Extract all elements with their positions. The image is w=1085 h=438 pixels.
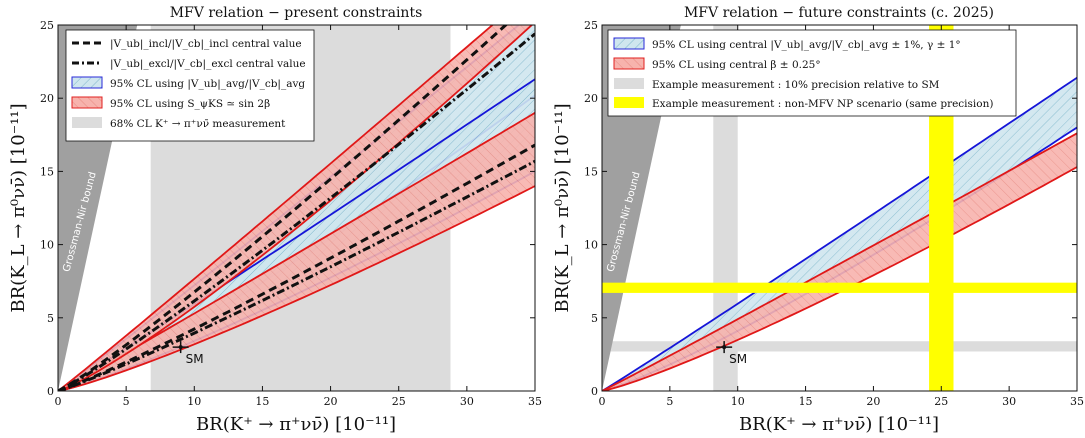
legend-entry-sin2beta: 95% CL using S_ψKS ≃ sin 2β (110, 98, 270, 110)
y-tick-label: 20 (584, 92, 598, 105)
x-tick-label: 5 (123, 395, 130, 408)
x-tick-label: 25 (392, 395, 406, 408)
incl-central-line (58, 25, 508, 391)
legend-yellow-swatch (614, 97, 644, 108)
axis-ticks: 0 5 10 15 20 25 30 35 0 5 10 15 20 25 (584, 19, 1084, 408)
y-tick-label: 0 (47, 385, 54, 398)
legend-entry-incl: |V_ub|_incl/|V_cb|_incl central value (110, 38, 302, 51)
plot-frame (601, 24, 1078, 392)
y-tick-label: 5 (47, 312, 54, 325)
y-tick-label: 25 (40, 19, 54, 32)
legend-entry-vub-vcb: 95% CL using central |V_ub|_avg/|V_cb|_a… (652, 39, 961, 52)
legend-red-swatch (613, 57, 645, 70)
x-axis-label: BR(K⁺ → π⁺νν̄) [10⁻¹¹] (739, 414, 939, 435)
x-tick-label: 5 (666, 395, 673, 408)
sm-point (722, 345, 727, 350)
legend-red-swatch (71, 96, 103, 109)
axis-ticks: 0 5 10 15 20 25 30 35 0 5 10 15 20 25 (40, 19, 542, 408)
x-tick-label: 0 (599, 395, 606, 408)
x-tick-label: 30 (1002, 395, 1016, 408)
legend-blue-swatch (613, 37, 645, 50)
chart-title: MFV relation − future constraints (c. 20… (684, 5, 994, 21)
y-tick-label: 25 (584, 19, 598, 32)
legend-entry-beta: 95% CL using central β ± 0.25° (652, 59, 821, 71)
y-tick-label: 15 (40, 165, 54, 178)
legend-entry-non-mfv: Example measurement : non-MFV NP scenari… (652, 98, 993, 110)
x-tick-label: 35 (1070, 395, 1084, 408)
x-tick-label: 10 (731, 395, 745, 408)
legend-blue-swatch (71, 76, 103, 89)
legend-box (65, 29, 315, 142)
y-tick-label: 5 (591, 312, 598, 325)
x-tick-label: 30 (460, 395, 474, 408)
x-axis-label: BR(K⁺ → π⁺νν̄) [10⁻¹¹] (196, 414, 396, 435)
legend-entry-avg: 95% CL using |V_ub|_avg/|V_cb|_avg (110, 78, 305, 91)
chart-title: MFV relation − present constraints (170, 5, 423, 21)
chart-future-constraints: MFV relation − future constraints (c. 20… (552, 5, 1084, 435)
yellow-horizontal-band (602, 282, 1077, 293)
red-band-edge (602, 132, 1077, 391)
y-tick-label: 10 (584, 239, 598, 252)
legend: 95% CL using central |V_ub|_avg/|V_cb|_a… (607, 29, 1017, 117)
sm-label: SM (186, 352, 204, 366)
red-band-edge (58, 25, 494, 391)
x-tick-label: 10 (187, 395, 201, 408)
y-axis-label: BR(K_L → π⁰νν̄) [10⁻¹¹] (8, 103, 29, 312)
y-axis-label: BR(K_L → π⁰νν̄) [10⁻¹¹] (552, 103, 573, 312)
red-band-edge (58, 25, 534, 391)
plot-frame (57, 24, 536, 392)
y-tick-label: 15 (584, 165, 598, 178)
y-tick-label: 0 (591, 385, 598, 398)
y-tick-label: 10 (40, 239, 54, 252)
y-tick-label: 20 (40, 92, 54, 105)
legend-entry-excl: |V_ub|_excl/|V_cb|_excl central value (110, 58, 306, 71)
excl-central-line (58, 32, 535, 391)
incl-central-line (58, 143, 535, 391)
x-tick-label: 15 (799, 395, 813, 408)
x-tick-label: 25 (934, 395, 948, 408)
sm-point (178, 345, 183, 350)
red-band-edge (58, 185, 535, 391)
x-tick-label: 20 (324, 395, 338, 408)
legend-box (607, 29, 1017, 117)
legend-gray-swatch (72, 117, 102, 128)
legend-entry-measurement: 68% CL K⁺ → π⁺νν̄ measurement (110, 118, 286, 130)
x-tick-label: 15 (255, 395, 269, 408)
legend-gray-swatch (614, 78, 644, 89)
x-tick-label: 0 (55, 395, 62, 408)
gray-horizontal-band (602, 341, 1077, 352)
legend: |V_ub|_incl/|V_cb|_incl central value |V… (65, 29, 315, 142)
x-tick-label: 20 (866, 395, 880, 408)
blue-band-edge (602, 76, 1077, 391)
grossman-nir-region (602, 25, 681, 391)
sm-label: SM (729, 352, 747, 366)
chart-present-constraints: MFV relation − present constraints Gross… (8, 5, 542, 435)
x-tick-label: 35 (528, 395, 542, 408)
excl-central-line (58, 159, 535, 391)
legend-entry-sm-precision: Example measurement : 10% precision rela… (652, 79, 940, 91)
